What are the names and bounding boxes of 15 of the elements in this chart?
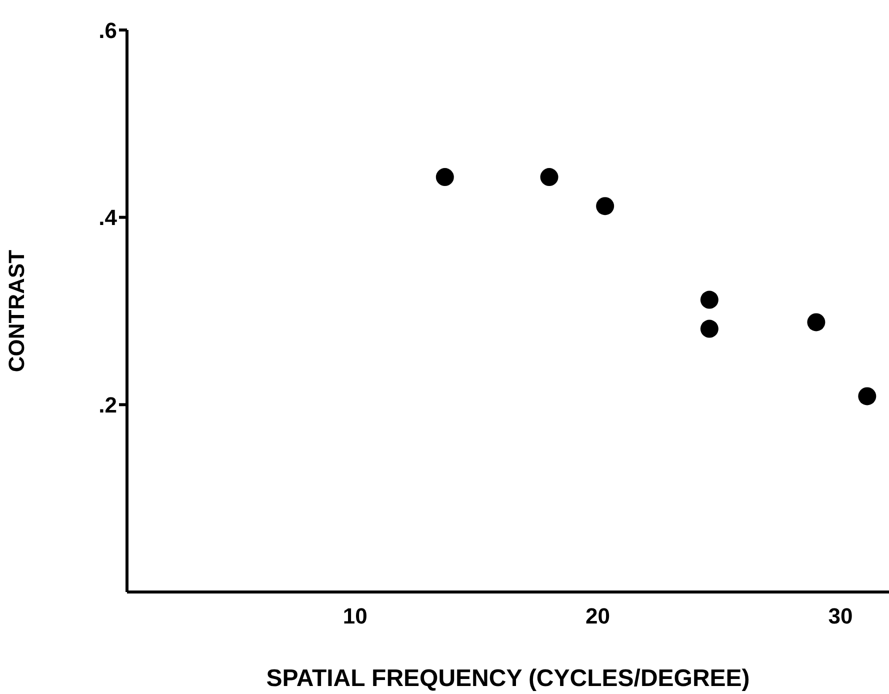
x-tick-label: 10 <box>342 604 368 629</box>
point <box>540 168 558 186</box>
x-axis-title: SPATIAL FREQUENCY (CYCLES/DEGREE) <box>266 665 750 692</box>
x-tick-label: 30 <box>828 604 853 629</box>
point <box>807 313 826 332</box>
point <box>700 290 718 309</box>
y-axis-title: CONTRAST <box>4 249 29 372</box>
y-tick-label: .6 <box>98 18 117 43</box>
x-tick-label: 20 <box>586 604 610 629</box>
y-tick-label: .2 <box>98 392 117 418</box>
point <box>700 320 718 338</box>
point <box>858 387 876 406</box>
point <box>596 197 614 216</box>
y-tick-label: .4 <box>98 205 118 230</box>
point <box>436 168 454 186</box>
